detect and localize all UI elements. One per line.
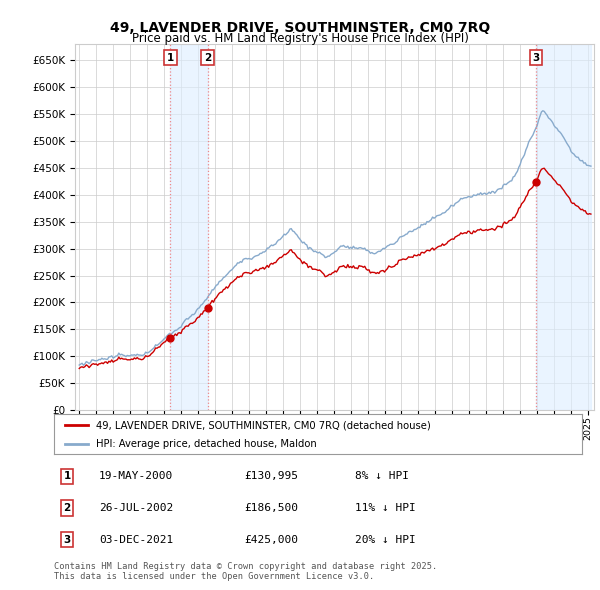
Text: 8% ↓ HPI: 8% ↓ HPI [355,471,409,481]
Text: £186,500: £186,500 [244,503,298,513]
Text: 1: 1 [64,471,71,481]
Text: 20% ↓ HPI: 20% ↓ HPI [355,535,416,545]
Text: 19-MAY-2000: 19-MAY-2000 [99,471,173,481]
Text: 3: 3 [64,535,71,545]
Bar [170,44,208,410]
Text: 1: 1 [167,53,174,63]
Text: 03-DEC-2021: 03-DEC-2021 [99,535,173,545]
Text: 2: 2 [204,53,211,63]
Text: 26-JUL-2002: 26-JUL-2002 [99,503,173,513]
Bar [536,44,592,410]
Text: 11% ↓ HPI: 11% ↓ HPI [355,503,416,513]
Text: HPI: Average price, detached house, Maldon: HPI: Average price, detached house, Mald… [96,440,317,449]
Text: Contains HM Land Registry data © Crown copyright and database right 2025.
This d: Contains HM Land Registry data © Crown c… [54,562,437,581]
Text: Price paid vs. HM Land Registry's House Price Index (HPI): Price paid vs. HM Land Registry's House … [131,32,469,45]
Text: 49, LAVENDER DRIVE, SOUTHMINSTER, CM0 7RQ (detached house): 49, LAVENDER DRIVE, SOUTHMINSTER, CM0 7R… [96,421,431,431]
Text: 49, LAVENDER DRIVE, SOUTHMINSTER, CM0 7RQ: 49, LAVENDER DRIVE, SOUTHMINSTER, CM0 7R… [110,21,490,35]
Text: 3: 3 [532,53,539,63]
Text: £130,995: £130,995 [244,471,298,481]
Text: 2: 2 [64,503,71,513]
Text: £425,000: £425,000 [244,535,298,545]
